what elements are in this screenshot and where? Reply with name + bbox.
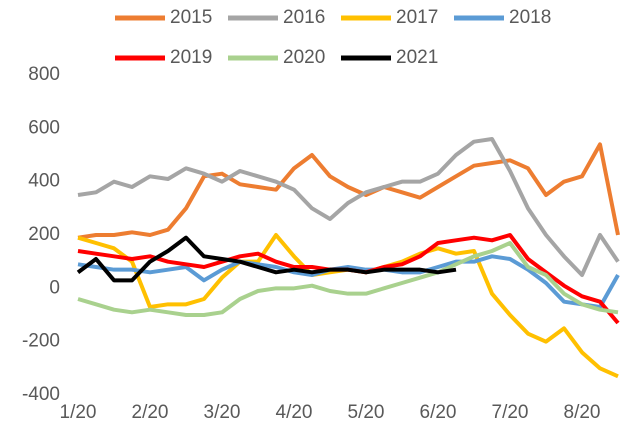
- x-tick-label: 6/20: [420, 402, 457, 423]
- y-tick-label: 800: [28, 64, 60, 85]
- x-tick-label: 5/20: [348, 402, 385, 423]
- series-line: [77, 137, 620, 277]
- x-tick-label: 3/20: [204, 402, 241, 423]
- series-line: [77, 254, 620, 309]
- series-line: [77, 241, 619, 317]
- legend-label: 2021: [396, 47, 438, 68]
- y-tick-label: 0: [49, 277, 60, 298]
- legend-label: 2018: [509, 7, 551, 28]
- legend-label: 2019: [170, 47, 212, 68]
- legend-label: 2015: [170, 7, 212, 28]
- x-tick-label: 1/20: [60, 402, 97, 423]
- y-tick-label: 400: [28, 171, 60, 192]
- legend-label: 2017: [396, 7, 438, 28]
- y-tick-label: 200: [28, 224, 60, 245]
- x-tick-label: 8/20: [564, 402, 601, 423]
- y-tick-label: -200: [22, 331, 60, 352]
- x-tick-label: 2/20: [132, 402, 169, 423]
- x-tick-label: 4/20: [276, 402, 313, 423]
- series-line: [77, 142, 620, 240]
- legend-label: 2016: [283, 7, 325, 28]
- x-tick-label: 7/20: [492, 402, 529, 423]
- legend-label: 2020: [283, 47, 325, 68]
- series-line: [76, 235, 457, 283]
- y-tick-label: -400: [22, 384, 60, 405]
- y-tick-label: 600: [28, 117, 60, 138]
